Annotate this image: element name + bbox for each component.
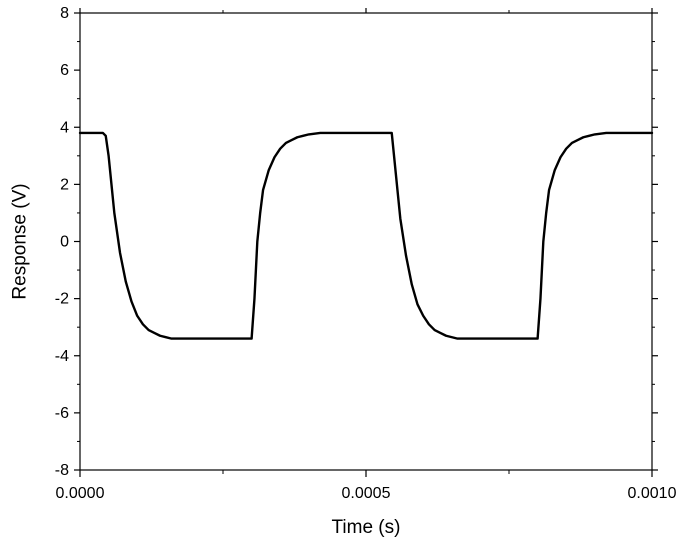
- y-tick-label: -4: [55, 348, 69, 365]
- y-tick-label: 6: [60, 62, 69, 79]
- y-tick-label: -6: [55, 405, 69, 422]
- x-axis-ticks: 0.0000 0.0005 0.0010: [56, 8, 677, 502]
- x-axis-title: Time (s): [332, 517, 401, 538]
- x-tick-label: 0.0005: [342, 485, 391, 502]
- y-tick-label: 0: [60, 234, 69, 251]
- y-tick-label: 8: [60, 5, 69, 22]
- series-layer: [78, 131, 654, 340]
- x-tick-label: 0.0000: [56, 485, 105, 502]
- y-tick-label: 2: [60, 176, 69, 193]
- y-tick-label: -2: [55, 291, 69, 308]
- y-axis-ticks: -8 -6 -4 -2 0 2 4 6 8: [55, 5, 658, 479]
- y-axis-title: Response (V): [10, 183, 31, 299]
- y-tick-label: 4: [60, 119, 69, 136]
- y-tick-label: -8: [55, 462, 69, 479]
- x-tick-label: 0.0010: [628, 485, 677, 502]
- series-line: [78, 131, 654, 340]
